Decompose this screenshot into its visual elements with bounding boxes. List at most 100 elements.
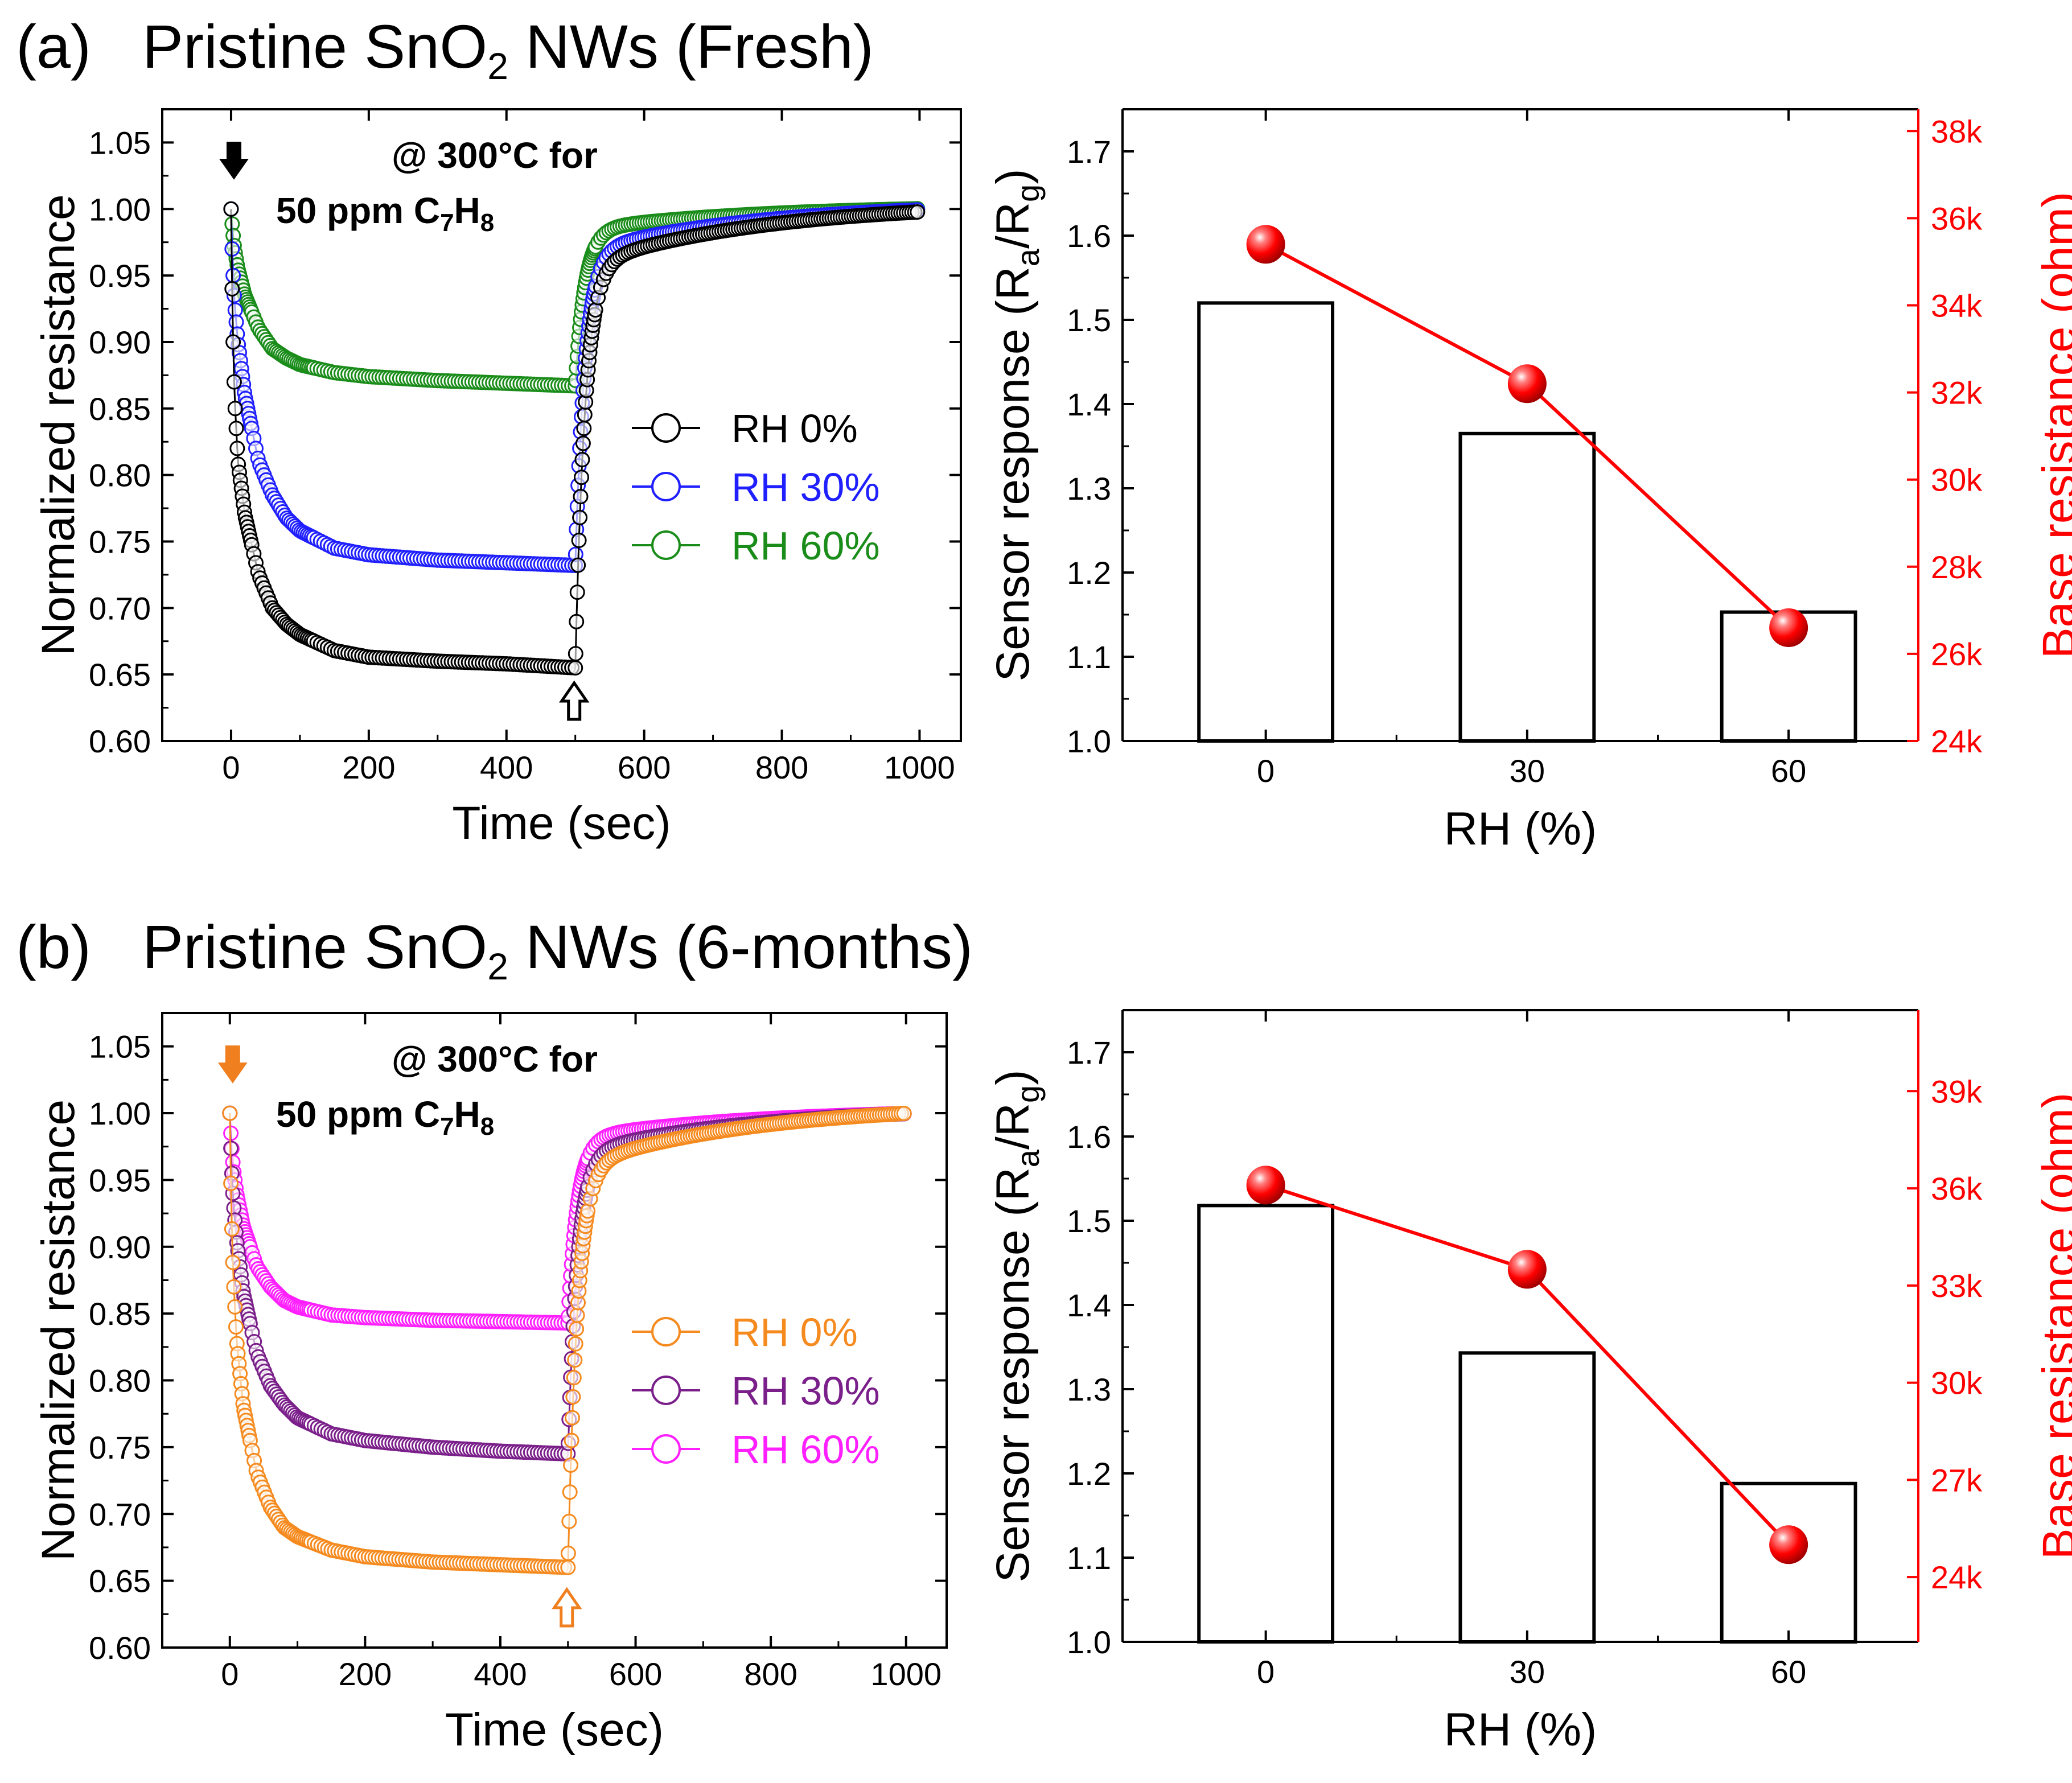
b-data-point [563, 1457, 579, 1473]
a-data-point [572, 509, 588, 525]
panel-b-heading: (b) Pristine SnO2 NWs (6-months) [16, 912, 973, 987]
panel-b-label: (b) [16, 912, 91, 981]
a-ytick-label: 0.60 [89, 723, 151, 759]
a-bar-ytick-label: 1.7 [1067, 134, 1111, 170]
b-legend-label: RH 60% [731, 1427, 880, 1472]
b-ytick-label: 0.95 [89, 1162, 151, 1198]
b-gas-off-arrow [552, 1587, 582, 1628]
a-base-resistance-point [1507, 364, 1547, 403]
b-xtick-label: 200 [339, 1656, 392, 1692]
b-ytick-label: 0.85 [89, 1296, 151, 1332]
b-data-point [565, 1389, 581, 1405]
b-ytick-label: 0.90 [89, 1229, 151, 1265]
a-bar-ytick-label: 1.3 [1067, 471, 1111, 507]
b-data-point [561, 1513, 577, 1529]
a-base-resistance-point [1246, 225, 1285, 264]
a-data-point [227, 401, 243, 417]
b-data-point [562, 1484, 578, 1500]
b-bar-rtick-label: 36k [1931, 1171, 1983, 1206]
b-annotation-line2: 50 ppm C7H8 [276, 1094, 494, 1140]
a-legend-marker [651, 413, 681, 443]
a-annotation-text: H [454, 190, 480, 231]
a-data-point [225, 334, 241, 350]
a-bar-raxis-title: Base resistance (ohm) [2033, 192, 2072, 658]
a-bar-yaxis-text: /R [987, 202, 1039, 249]
b-series-1 [222, 1105, 912, 1575]
b-xaxis-title: Time (sec) [445, 1704, 664, 1756]
b-xtick-label: 600 [609, 1656, 662, 1692]
a-bar-yaxis-text: Sensor response (R [987, 266, 1039, 681]
b-ytick-label: 1.00 [89, 1096, 151, 1131]
a-bar-yaxis-sub: a [1010, 248, 1046, 266]
a-data-point [223, 201, 239, 217]
a-legend-label: RH 0% [731, 406, 858, 451]
a-series-1 [223, 201, 926, 676]
a-xtick-label: 1000 [884, 750, 955, 785]
b-annotation-text: H [454, 1094, 480, 1135]
a-data-point [576, 421, 592, 437]
a-xtick-label: 0 [222, 750, 240, 785]
b-annotation-text: 50 ppm C [276, 1094, 440, 1135]
a-annotation-sub: 7 [440, 209, 454, 237]
b-bar-yaxis-sub: g [1010, 1085, 1046, 1103]
panel-a-title-main: Pristine SnO [142, 12, 488, 81]
panel-a-title-rest: NWs (Fresh) [508, 12, 874, 81]
b-ytick-label: 0.80 [89, 1363, 151, 1399]
b-data-point [565, 1410, 580, 1426]
b-bar [1458, 1351, 1596, 1644]
a-gas-off-arrow [558, 680, 590, 721]
a-ytick-label: 0.75 [89, 524, 151, 559]
b-data-point [564, 1432, 579, 1448]
a-bar [1197, 301, 1335, 743]
b-ytick-label: 0.75 [89, 1430, 151, 1465]
b-base-resistance-point [1507, 1250, 1547, 1289]
b-data-point [568, 1336, 583, 1352]
a-data-point [225, 267, 241, 283]
b-data-point [225, 1254, 241, 1270]
b-bar-rtick-label: 39k [1931, 1073, 1983, 1109]
b-base-resistance-point [1769, 1525, 1808, 1564]
a-base-resistance-point [1769, 608, 1808, 647]
b-data-point [222, 1105, 238, 1121]
b-bar-xtick-label: 0 [1257, 1654, 1275, 1690]
b-bar-raxis-title: Base resistance (ohm) [2033, 1093, 2072, 1559]
a-bar-yaxis-sub: g [1010, 184, 1046, 202]
a-ytick-label: 0.70 [89, 590, 151, 626]
b-bar-yaxis-text: /R [987, 1103, 1039, 1150]
a-data-point [228, 421, 244, 437]
a-ytick-label: 0.95 [89, 258, 151, 294]
panel-b-title-main: Pristine SnO [142, 912, 488, 981]
b-data-point [228, 1319, 244, 1335]
b-bar-yaxis-sub: a [1010, 1149, 1046, 1167]
a-ytick-label: 0.65 [89, 657, 151, 693]
a-bar-xtick-label: 30 [1510, 753, 1545, 789]
b-bar-xtick-label: 30 [1510, 1654, 1545, 1690]
b-bar-ytick-label: 1.4 [1067, 1287, 1111, 1323]
b-legend-marker [651, 1376, 681, 1405]
a-data-point [568, 660, 583, 676]
a-data-point [575, 435, 591, 451]
a-bar-rtick-label: 36k [1931, 200, 1983, 236]
b-annotation-sub: 7 [440, 1113, 454, 1140]
a-bar-xaxis-title: RH (%) [1444, 803, 1597, 855]
b-bar-rtick-label: 33k [1931, 1268, 1983, 1304]
a-annotation-line2: 50 ppm C7H8 [276, 190, 494, 237]
a-data-point [574, 452, 590, 468]
b-legend-label: RH 0% [731, 1310, 858, 1354]
a-bar-xtick-label: 60 [1771, 753, 1806, 789]
a-data-point [569, 584, 585, 600]
a-line-frame [161, 108, 962, 742]
a-ytick-label: 1.00 [89, 191, 151, 227]
b-annotation-line1: @ 300°C for [392, 1039, 598, 1080]
b-bar-yaxis-text: Sensor response (R [987, 1167, 1039, 1582]
b-base-resistance-point [1246, 1166, 1285, 1205]
b-bar-yaxis-text: ) [987, 1070, 1039, 1085]
panel-b-title-sub: 2 [487, 945, 508, 987]
panel-a-heading: (a) Pristine SnO2 NWs (Fresh) [16, 16, 874, 85]
b-ytick-label: 1.05 [89, 1029, 151, 1065]
a-bar-xtick-label: 0 [1257, 753, 1275, 789]
a-legend-label: RH 60% [731, 524, 880, 568]
a-gas-on-arrow [219, 142, 249, 180]
a-bar-rtick-label: 24k [1931, 723, 1983, 759]
